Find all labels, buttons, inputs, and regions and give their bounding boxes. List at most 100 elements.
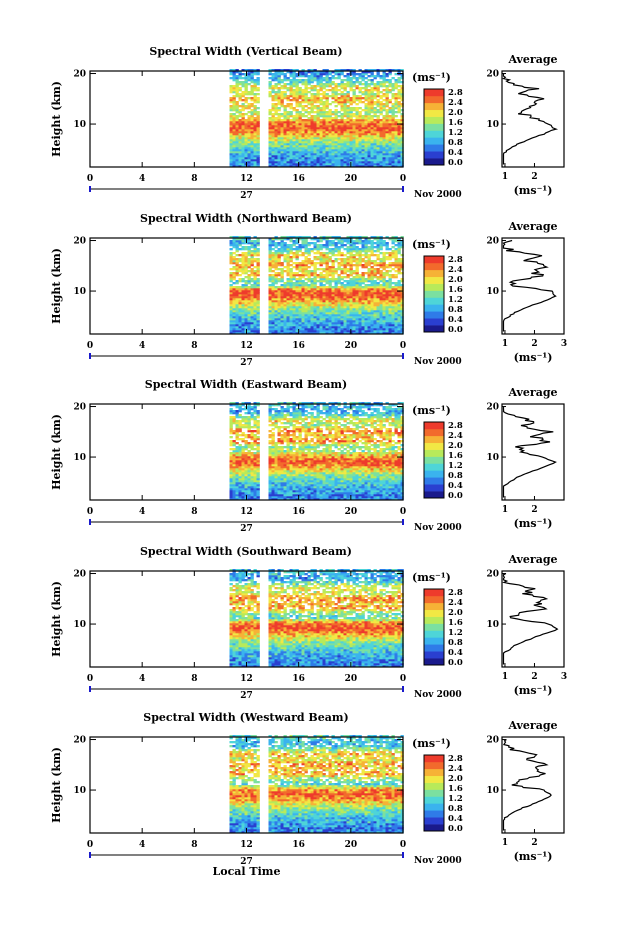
heatmap-cell xyxy=(307,254,311,257)
heatmap-cell xyxy=(268,250,272,253)
heatmap-cell xyxy=(391,85,395,88)
heatmap-cell xyxy=(388,119,392,122)
heatmap-cell xyxy=(346,105,350,108)
heatmap-cell xyxy=(391,290,395,293)
heatmap-cell xyxy=(268,77,272,80)
heatmap-cell xyxy=(361,91,365,94)
heatmap-cell xyxy=(361,161,365,164)
heatmap-cell xyxy=(382,316,386,319)
heatmap-cell xyxy=(304,248,308,251)
heatmap-cell xyxy=(313,284,317,287)
heatmap-cell xyxy=(397,165,401,168)
heatmap-cell xyxy=(385,246,389,249)
heatmap-cell xyxy=(268,85,272,88)
heatmap-cell xyxy=(319,97,323,100)
heatmap-cell xyxy=(391,302,395,305)
heatmap-cell xyxy=(286,131,290,134)
heatmap-cell xyxy=(325,326,329,329)
heatmap-cell xyxy=(304,308,308,311)
heatmap-cell xyxy=(295,133,299,136)
heatmap-cell xyxy=(364,318,368,321)
heatmap-cell xyxy=(286,117,290,120)
heatmap-cell xyxy=(295,105,299,108)
heatmap-cell xyxy=(253,107,257,110)
heatmap-cell xyxy=(319,292,323,295)
heatmap-cell xyxy=(334,296,338,299)
heatmap-cell xyxy=(388,155,392,158)
heatmap-cell xyxy=(283,314,287,317)
heatmap-cell xyxy=(250,290,254,293)
heatmap-cell xyxy=(286,268,290,271)
heatmap-cell xyxy=(253,294,257,297)
heatmap-cell xyxy=(235,404,239,407)
heatmap-cell xyxy=(253,304,257,307)
heatmap-cell xyxy=(286,324,290,327)
heatmap-cell xyxy=(400,242,404,245)
heatmap-cell xyxy=(292,129,296,132)
heatmap-cell xyxy=(367,71,371,74)
heatmap-cell xyxy=(244,306,248,309)
heatmap-cell xyxy=(313,312,317,315)
heatmap-cell xyxy=(307,125,311,128)
heatmap-cell xyxy=(247,151,251,154)
heatmap-cell xyxy=(388,238,392,241)
heatmap-cell xyxy=(388,129,392,132)
heatmap-cell xyxy=(274,123,278,126)
heatmap-cell xyxy=(307,101,311,104)
heatmap-cell xyxy=(331,135,335,138)
heatmap-cell xyxy=(352,161,356,164)
heatmap-cell xyxy=(307,318,311,321)
heatmap-cell xyxy=(382,266,386,269)
heatmap-cell xyxy=(364,89,368,92)
heatmap-cell xyxy=(325,83,329,86)
heatmap-cell xyxy=(283,316,287,319)
heatmap-cell xyxy=(292,328,296,331)
heatmap-cell xyxy=(229,444,233,447)
heatmap-cell xyxy=(277,159,281,162)
heatmap-cell xyxy=(295,264,299,267)
heatmap-cell xyxy=(301,83,305,86)
heatmap-cell xyxy=(244,79,248,82)
heatmap-cell xyxy=(253,157,257,160)
heatmap-cell xyxy=(316,286,320,289)
heatmap-cell xyxy=(292,71,296,74)
heatmap-cell xyxy=(376,262,380,265)
heatmap-cell xyxy=(307,117,311,120)
heatmap-cell xyxy=(337,264,341,267)
heatmap-cell xyxy=(337,282,341,285)
heatmap-cell xyxy=(337,332,341,335)
heatmap-cell xyxy=(340,244,344,247)
heatmap-cell xyxy=(400,300,404,303)
heatmap-cell xyxy=(364,246,368,249)
heatmap-cell xyxy=(397,111,401,114)
heatmap-cell xyxy=(397,264,401,267)
heatmap-cell xyxy=(388,308,392,311)
heatmap-cell xyxy=(382,77,386,80)
heatmap-cell xyxy=(250,79,254,82)
heatmap-cell xyxy=(349,258,353,261)
heatmap-cell xyxy=(298,95,302,98)
heatmap-cell xyxy=(334,320,338,323)
heatmap-cell xyxy=(238,288,242,291)
heatmap-cell xyxy=(229,402,233,405)
heatmap-cell xyxy=(271,302,275,305)
colorbar-segment xyxy=(424,276,444,284)
heatmap-cell xyxy=(358,290,362,293)
heatmap-cell xyxy=(352,69,356,72)
heatmap-cell xyxy=(283,141,287,144)
heatmap-cell xyxy=(385,145,389,148)
heatmap-cell xyxy=(373,143,377,146)
heatmap-cell xyxy=(367,119,371,122)
heatmap-cell xyxy=(307,260,311,263)
heatmap-cell xyxy=(304,244,308,247)
heatmap-cell xyxy=(346,294,350,297)
heatmap-cell xyxy=(238,332,242,335)
heatmap-cell xyxy=(376,264,380,267)
heatmap-cell xyxy=(313,276,317,279)
heatmap-cell xyxy=(280,119,284,122)
heatmap-cell xyxy=(379,266,383,269)
heatmap-cell xyxy=(340,133,344,136)
heatmap-cell xyxy=(364,320,368,323)
heatmap-cell xyxy=(364,109,368,112)
heatmap-cell xyxy=(232,119,236,122)
